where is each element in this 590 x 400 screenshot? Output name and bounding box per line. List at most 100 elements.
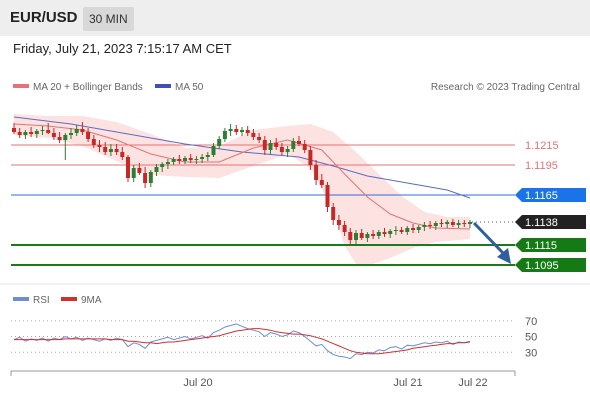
legend-credit: Research © 2023 Trading Central xyxy=(431,82,580,93)
candle-body xyxy=(23,132,28,135)
x-axis: Jul 20 Jul 21 Jul 22 xyxy=(10,370,516,389)
candle-body xyxy=(29,132,34,134)
candle-body xyxy=(51,133,56,137)
symbol-label: EUR/USD xyxy=(10,9,78,26)
candle-body xyxy=(439,223,444,224)
candle-body xyxy=(279,147,284,152)
candle-body xyxy=(91,139,96,145)
candle-body xyxy=(405,228,410,232)
x-tick-label: Jul 20 xyxy=(183,377,212,389)
price-levels xyxy=(11,144,515,266)
rsi-panel: 70 50 30 xyxy=(11,316,537,360)
rsi-legend: RSI 9MA xyxy=(13,295,102,306)
candle-body xyxy=(411,228,415,230)
level-label-pivot: 1.1165 xyxy=(525,190,558,202)
candle-body xyxy=(165,162,170,164)
candle-body xyxy=(393,230,398,231)
candle-body xyxy=(57,137,62,140)
ma50-line xyxy=(13,116,471,199)
candle-body xyxy=(148,172,153,183)
candle-body xyxy=(80,129,85,132)
chart-header: EUR/USD 30 MIN xyxy=(0,0,590,36)
rsi-tick-label: 30 xyxy=(525,347,537,359)
candle-body xyxy=(234,129,239,132)
candle-body xyxy=(433,223,438,226)
candle-body xyxy=(137,168,142,173)
candlesticks xyxy=(12,122,472,244)
candle-body xyxy=(103,147,108,152)
candle-body xyxy=(114,149,119,152)
rsi-line xyxy=(13,323,471,360)
candle-body xyxy=(205,155,210,157)
candle-body xyxy=(308,150,313,165)
level-label-support: 1.1115 xyxy=(525,240,557,252)
level-tag-current xyxy=(515,215,586,229)
candle-body xyxy=(63,135,68,140)
candle-body xyxy=(12,128,16,132)
candle-body xyxy=(46,130,51,133)
legend-ma50-swatch xyxy=(155,84,171,88)
candle-body xyxy=(240,130,244,132)
rsi-tick-label: 50 xyxy=(525,332,537,344)
forecast-arrow xyxy=(472,221,511,264)
candle-body xyxy=(291,141,296,149)
level-tag-pivot xyxy=(515,188,586,202)
candle-body xyxy=(468,222,472,224)
candle-body xyxy=(371,234,376,236)
candle-body xyxy=(456,223,461,225)
legend-ma20-swatch xyxy=(13,84,29,88)
level-label-resistance: 1.1195 xyxy=(525,160,558,172)
x-tick-label: Jul 22 xyxy=(458,377,487,389)
candle-body xyxy=(74,129,79,133)
candle-body xyxy=(160,164,165,167)
candle-body xyxy=(262,140,267,150)
candle-body xyxy=(228,129,233,131)
legend-9ma-label: 9MA xyxy=(81,295,102,306)
candle-body xyxy=(302,144,307,150)
candle-body xyxy=(399,230,404,232)
level-tag-support xyxy=(515,258,586,272)
candle-body xyxy=(222,131,227,139)
candle-body xyxy=(285,149,290,152)
candle-body xyxy=(188,158,193,160)
candle-body xyxy=(445,222,450,224)
legend-ma50-label: MA 50 xyxy=(175,82,204,93)
candle-body xyxy=(177,159,182,161)
candle-body xyxy=(183,158,187,161)
candle-body xyxy=(200,157,205,159)
candle-body xyxy=(108,149,113,152)
candle-body xyxy=(86,132,91,139)
candle-body xyxy=(120,152,125,157)
legend-ma20-label: MA 20 + Bollinger Bands xyxy=(33,82,143,93)
bollinger-bands xyxy=(14,114,470,266)
level-label-current: 1.1138 xyxy=(525,217,558,229)
legend-rsi-label: RSI xyxy=(33,295,50,306)
main-legend: MA 20 + Bollinger Bands MA 50 Research ©… xyxy=(13,82,580,93)
level-tag-support xyxy=(515,238,586,252)
level-labels: 1.1215 1.1195 1.1165 1.1138 1.1115 1.1095 xyxy=(515,140,586,272)
candle-body xyxy=(336,220,341,225)
candle-body xyxy=(354,233,358,240)
candle-body xyxy=(388,231,393,234)
level-label-resistance: 1.1215 xyxy=(525,140,559,152)
chart-datetime: Friday, July 21, 2023 7:15:17 AM CET xyxy=(13,41,232,56)
candle-body xyxy=(211,146,216,155)
candle-body xyxy=(154,167,159,172)
candle-body xyxy=(97,145,102,147)
candle-body xyxy=(382,232,387,234)
candle-body xyxy=(462,223,467,224)
candle-body xyxy=(428,225,433,226)
rsi-tick-label: 70 xyxy=(525,316,537,328)
bollinger-band-fill xyxy=(14,114,470,266)
candle-body xyxy=(450,222,455,225)
candle-body xyxy=(245,130,250,133)
candle-body xyxy=(274,143,279,147)
level-label-support: 1.1095 xyxy=(525,260,559,272)
candle-body xyxy=(359,233,364,238)
candle-body xyxy=(126,157,130,178)
candle-body xyxy=(131,168,136,178)
timeframe-badge[interactable]: 30 MIN xyxy=(83,7,134,31)
rsi-9ma-line xyxy=(14,328,471,355)
